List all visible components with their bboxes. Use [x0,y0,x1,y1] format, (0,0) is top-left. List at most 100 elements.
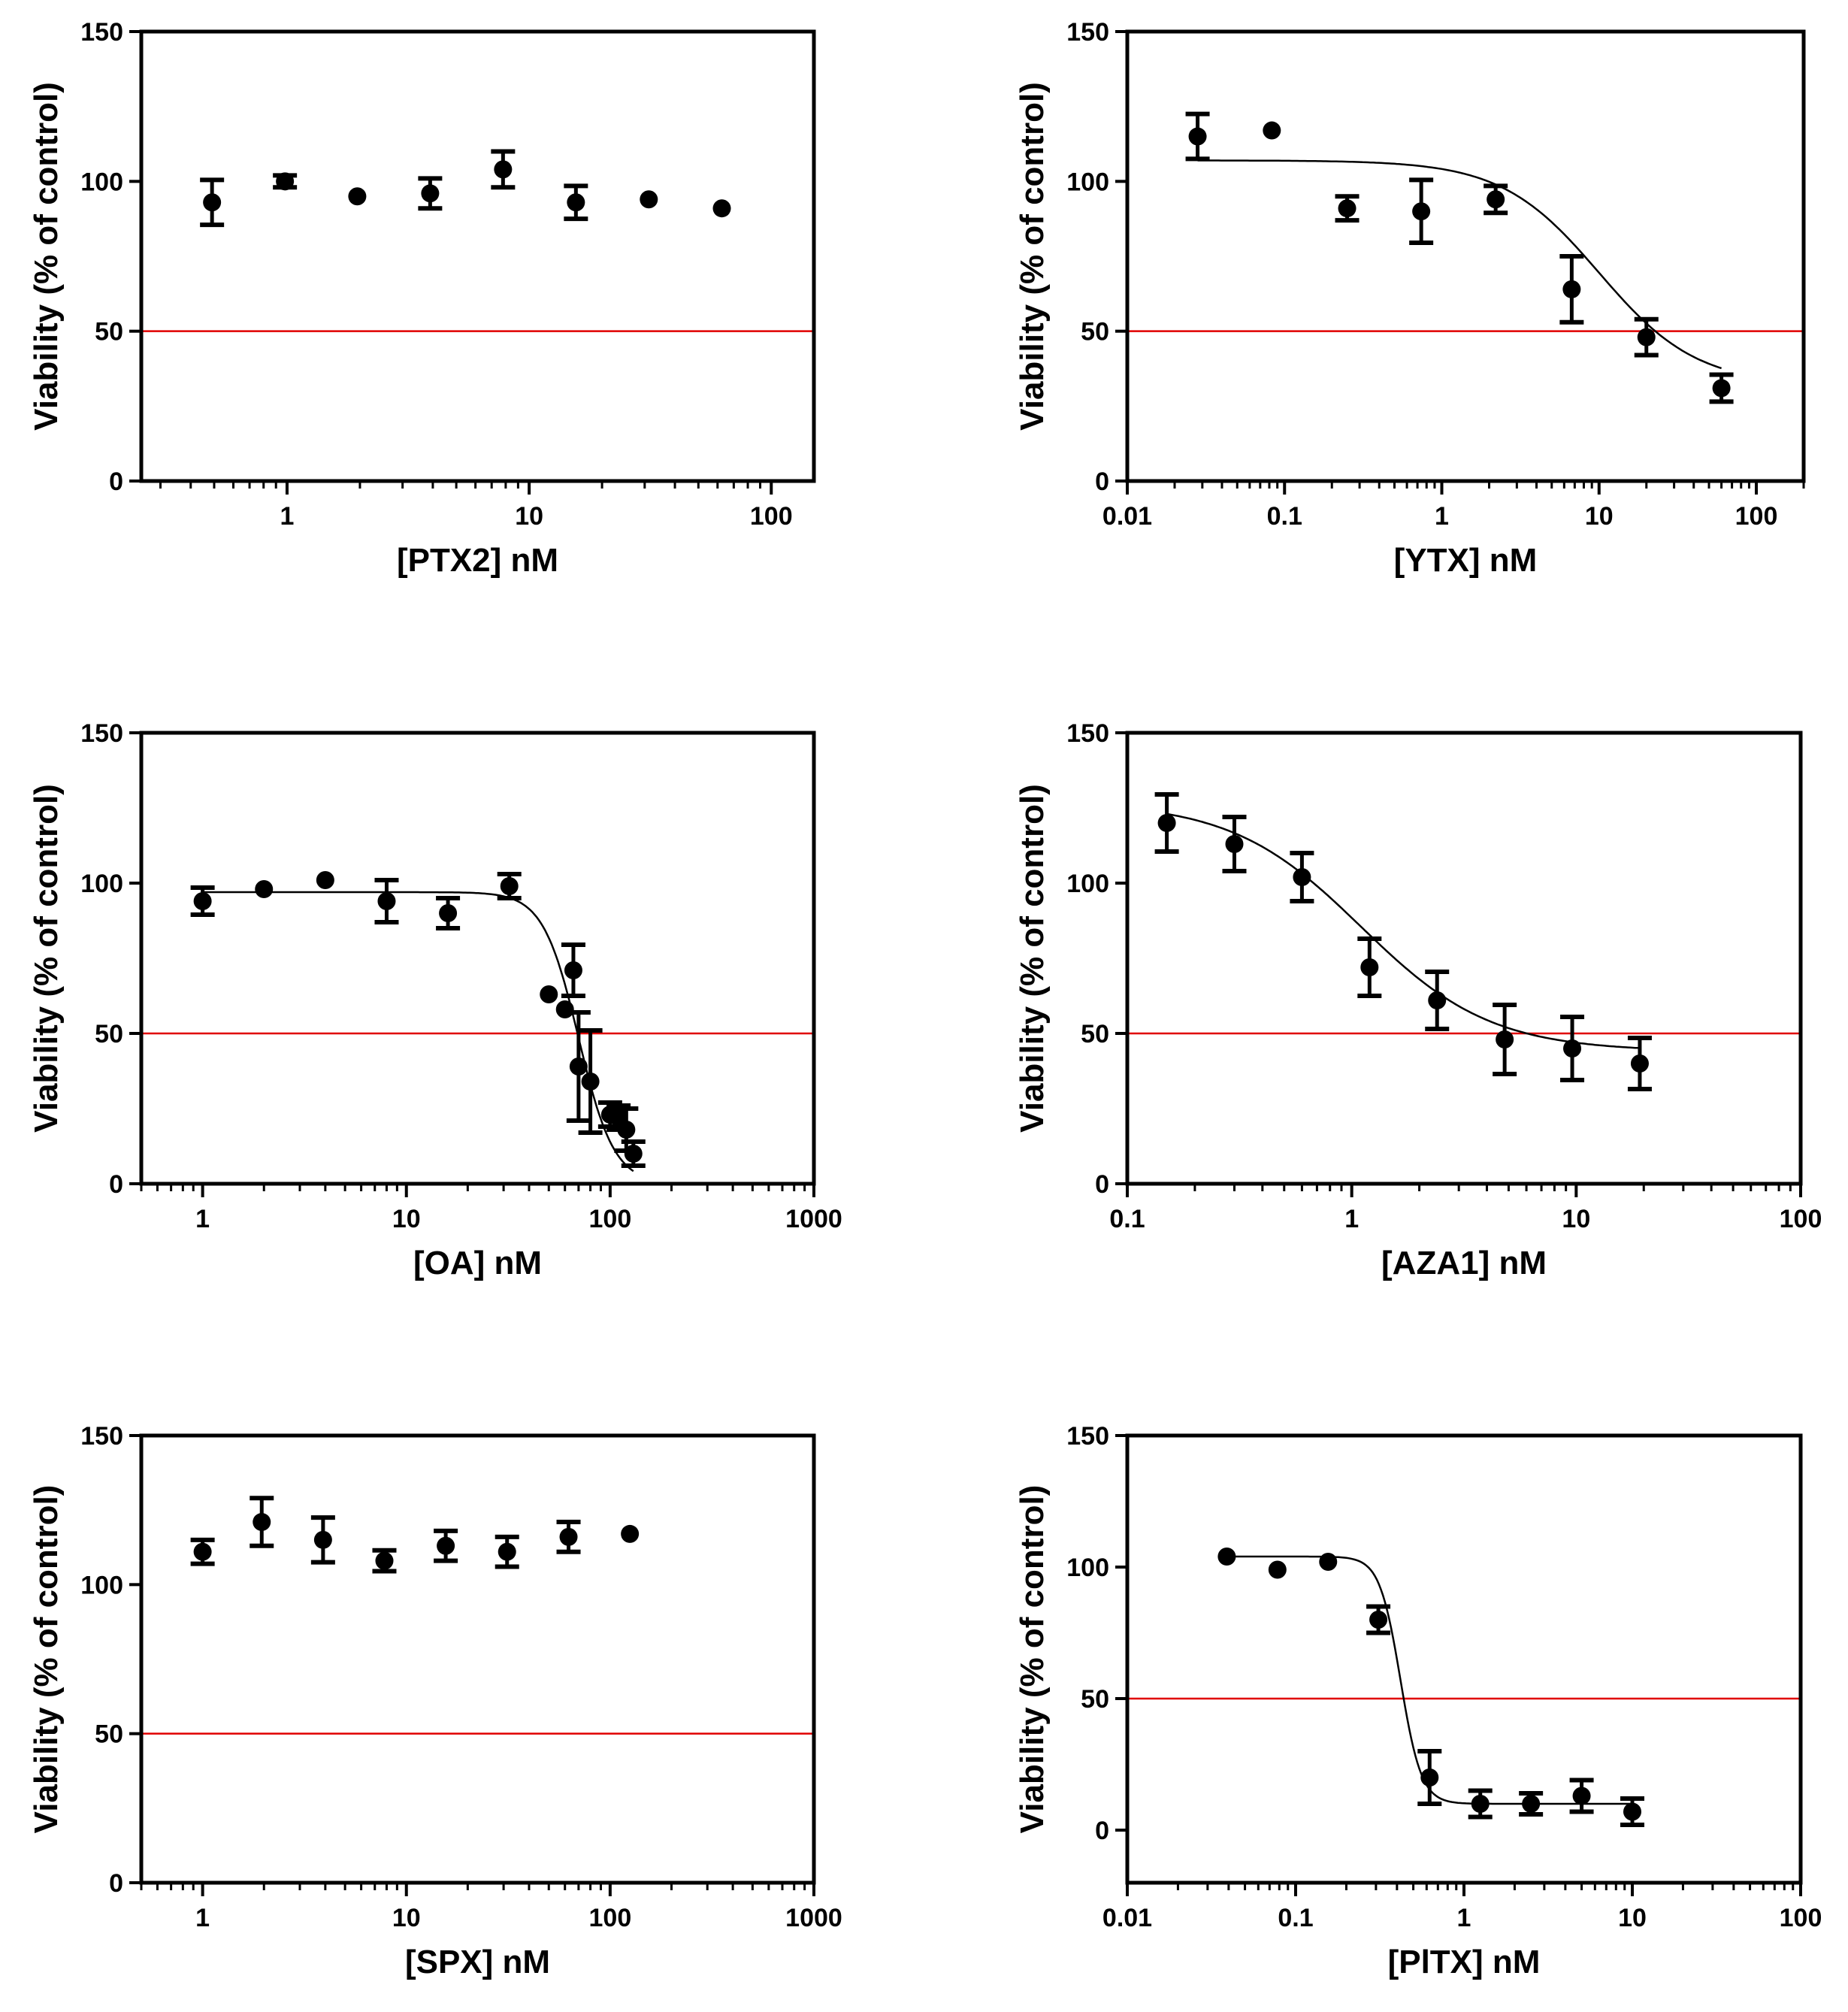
y-tick-label: 0 [1095,467,1109,496]
x-tick-label: 10 [1585,502,1614,531]
data-point [1360,958,1379,976]
y-tick-label: 0 [1095,1817,1109,1845]
data-point [540,985,558,1003]
y-tick-label: 150 [80,1422,123,1451]
data-point [1562,280,1581,298]
data-point [1496,1030,1514,1048]
y-axis-label: Viability (% of control) [1014,82,1051,431]
x-tick-label: 100 [750,502,793,531]
panel-oa: 0 50 100 150 1 10 100 1000 [OA] nM Viability (% o… [28,719,842,1281]
y-tick-label: 150 [80,719,123,748]
data-point [193,1542,212,1561]
data-point [253,1513,271,1532]
x-tick-label: 100 [589,1205,632,1233]
data-point [1369,1611,1388,1629]
data-point [193,892,212,910]
y-tick-label: 100 [80,1571,123,1599]
x-tick-label: 10 [515,502,543,531]
data-point [1268,1560,1287,1579]
x-tick-label: 10 [392,1205,421,1233]
data-point [559,1527,578,1546]
panel-pitx: 0 50 100 150 0.01 0.1 1 10 100 [PlTX] nM Viability… [1014,1422,1822,1980]
y-tick-label: 50 [1081,1020,1109,1048]
data-point [421,184,440,203]
data-point [1319,1553,1338,1571]
x-tick-label: 1000 [785,1205,842,1233]
y-tick-label: 0 [1095,1170,1109,1199]
data-point [569,1057,588,1076]
data-point [1412,202,1431,221]
y-tick-label: 0 [109,467,123,496]
data-point [1225,835,1244,853]
data-point [1157,814,1176,832]
fit-curve [1166,812,1640,1049]
data-point [564,961,582,979]
y-tick-label: 100 [80,168,123,196]
x-tick-label: 1 [280,502,294,531]
y-tick-label: 50 [95,318,123,346]
y-tick-label: 100 [1066,1554,1109,1582]
data-point [581,1073,600,1091]
y-tick-label: 150 [1066,719,1109,748]
y-axis-label: Viability (% of control) [1014,1485,1051,1834]
y-tick-label: 0 [109,1869,123,1898]
plot-frame [139,731,816,1186]
data-point [1630,1054,1649,1073]
plot-frame [1125,29,1806,483]
y-tick-label: 50 [95,1720,123,1749]
data-point [621,1524,640,1543]
x-axis-label: [YTX] nM [1394,542,1538,579]
panel-ptx2: 0 50 100 150 1 10 100 [PTX2] nM Viability (% of … [28,18,816,579]
y-tick-label: 50 [1081,1685,1109,1714]
x-tick-label: 100 [1780,1205,1822,1233]
y-tick-label: 150 [1066,1422,1109,1451]
data-point [494,160,513,179]
panel-ytx: 0 50 100 150 0.01 0.1 1 10 100 [YTX] nM Viability … [1014,18,1806,579]
x-axis-label: [PlTX] nM [1388,1944,1541,1980]
y-tick-label: 0 [109,1170,123,1199]
x-axis-label: [OA] nM [413,1245,542,1281]
x-tick-label: 0.1 [1109,1205,1145,1233]
x-axis-label: [AZA1] nM [1381,1245,1547,1281]
x-tick-label: 1 [195,1904,210,1932]
data-point [437,1536,455,1555]
data-point [255,880,274,898]
x-tick-label: 0.01 [1102,1904,1152,1932]
y-tick-label: 150 [1066,18,1109,47]
x-axis-label: [PTX2] nM [397,542,558,579]
x-tick-label: 100 [1735,502,1778,531]
x-tick-label: 0.1 [1267,502,1302,531]
x-tick-label: 1 [1344,1205,1359,1233]
data-point [1572,1787,1591,1805]
plot-frame [139,1433,816,1885]
data-point [1471,1795,1490,1813]
data-point [712,199,731,218]
x-tick-label: 100 [1780,1904,1822,1932]
plot-frame [1125,731,1803,1186]
y-tick-label: 100 [1066,870,1109,898]
data-point [1712,379,1731,398]
plot-frame [139,29,816,483]
data-point [1522,1795,1541,1813]
x-tick-label: 10 [392,1904,421,1932]
data-point [1293,868,1311,886]
x-tick-label: 1 [1435,502,1449,531]
data-point [1217,1548,1236,1566]
x-tick-label: 0.1 [1278,1904,1313,1932]
data-point [1637,328,1656,346]
y-axis-label: Viability (% of control) [1014,784,1051,1133]
data-point [1263,121,1281,140]
plot-frame [1125,1433,1803,1885]
data-point [348,187,367,206]
data-point [500,877,519,895]
y-tick-label: 50 [95,1020,123,1048]
data-point [1487,190,1505,209]
x-tick-label: 10 [1618,1904,1647,1932]
data-point [276,172,295,191]
fit-curve [1197,159,1722,370]
x-tick-label: 1 [1457,1904,1471,1932]
y-axis-label: Viability (% of control) [28,1485,65,1834]
data-point [555,1000,574,1018]
data-point [1420,1768,1439,1787]
